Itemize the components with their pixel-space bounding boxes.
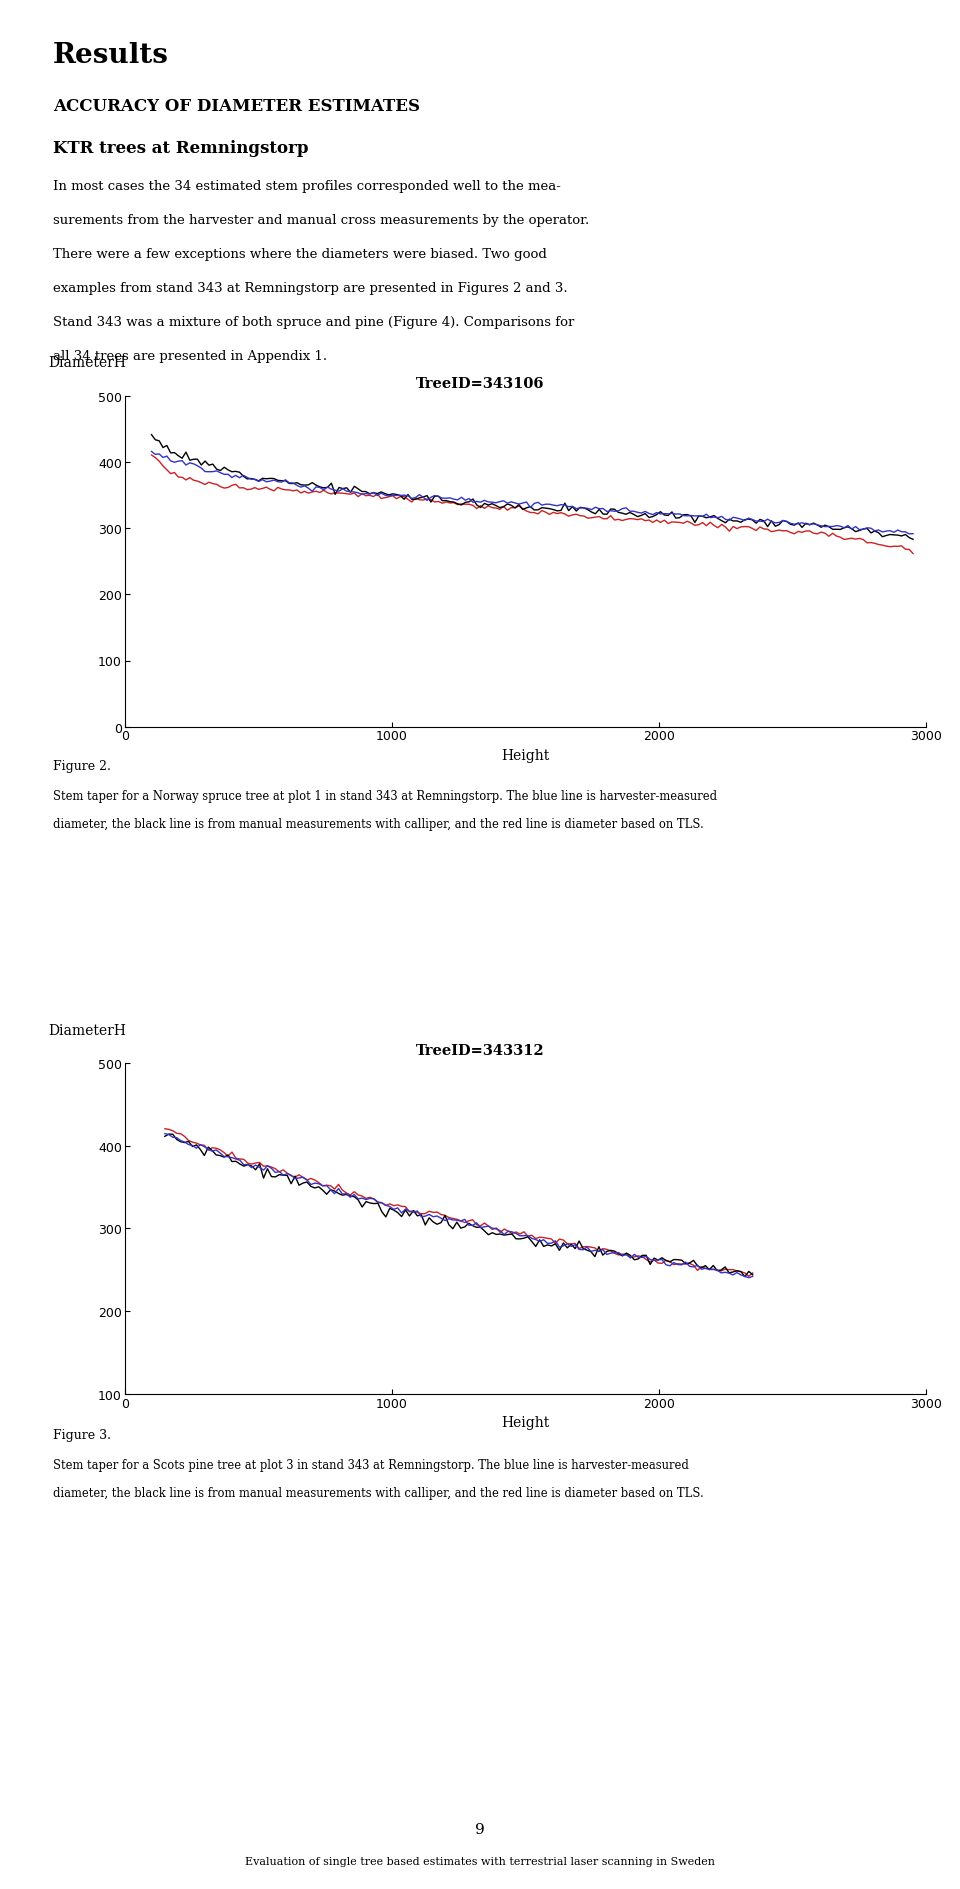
Text: Stand 343 was a mixture of both spruce and pine (Figure 4). Comparisons for: Stand 343 was a mixture of both spruce a… (53, 315, 574, 329)
Text: KTR trees at Remningstorp: KTR trees at Remningstorp (53, 140, 308, 157)
Text: Evaluation of single tree based estimates with terrestrial laser scanning in Swe: Evaluation of single tree based estimate… (245, 1857, 715, 1866)
Text: In most cases the 34 estimated stem profiles corresponded well to the mea-: In most cases the 34 estimated stem prof… (53, 179, 561, 193)
Text: 9: 9 (475, 1823, 485, 1836)
Text: diameter, the black line is from manual measurements with calliper, and the red : diameter, the black line is from manual … (53, 818, 704, 831)
Text: Results: Results (53, 42, 169, 68)
Text: surements from the harvester and manual cross measurements by the operator.: surements from the harvester and manual … (53, 213, 589, 227)
X-axis label: Height: Height (501, 748, 550, 763)
Text: DiameterH: DiameterH (49, 357, 127, 370)
Text: examples from stand 343 at Remningstorp are presented in Figures 2 and 3.: examples from stand 343 at Remningstorp … (53, 281, 567, 295)
Text: ACCURACY OF DIAMETER ESTIMATES: ACCURACY OF DIAMETER ESTIMATES (53, 98, 420, 115)
Text: DiameterH: DiameterH (49, 1024, 127, 1037)
Text: Stem taper for a Scots pine tree at plot 3 in stand 343 at Remningstorp. The blu: Stem taper for a Scots pine tree at plot… (53, 1458, 688, 1472)
X-axis label: Height: Height (501, 1415, 550, 1430)
Text: all 34 trees are presented in Appendix 1.: all 34 trees are presented in Appendix 1… (53, 349, 327, 363)
Text: TreeID=343312: TreeID=343312 (416, 1045, 544, 1058)
Text: Figure 2.: Figure 2. (53, 759, 110, 773)
Text: TreeID=343106: TreeID=343106 (416, 378, 544, 391)
Text: There were a few exceptions where the diameters were biased. Two good: There were a few exceptions where the di… (53, 247, 546, 261)
Text: diameter, the black line is from manual measurements with calliper, and the red : diameter, the black line is from manual … (53, 1487, 704, 1500)
Text: Stem taper for a Norway spruce tree at plot 1 in stand 343 at Remningstorp. The : Stem taper for a Norway spruce tree at p… (53, 790, 717, 803)
Text: Figure 3.: Figure 3. (53, 1428, 110, 1441)
